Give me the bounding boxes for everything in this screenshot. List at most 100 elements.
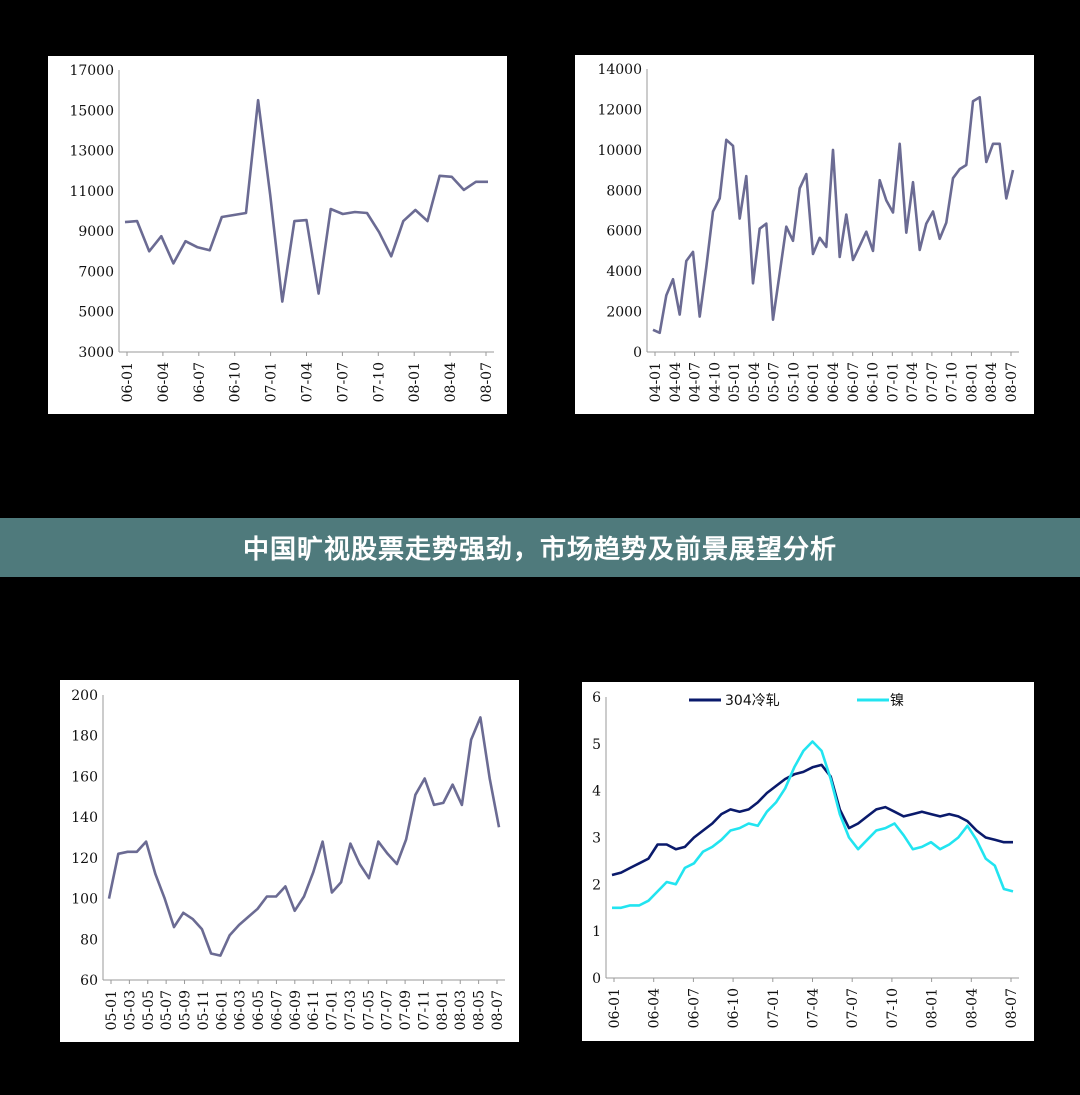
y-tick-label: 14000 <box>597 62 642 78</box>
y-tick-label: 6 <box>592 690 601 706</box>
y-tick-label: 15000 <box>69 103 114 119</box>
x-tick-label: 07-05 <box>361 990 377 1030</box>
y-tick-label: 5 <box>592 737 601 753</box>
x-tick-label: 06-04 <box>647 988 663 1028</box>
x-tick-label: 07-04 <box>300 362 316 402</box>
x-tick-label: 08-04 <box>984 362 1000 402</box>
x-tick-label: 07-07 <box>380 990 396 1030</box>
chart-panel-3: 200 180 160 140 120 100 80 60 05-01 05-03 05-05 05-… <box>60 680 519 1042</box>
x-tick-label: 05-03 <box>122 990 138 1030</box>
x-tick-label: 07-03 <box>343 990 359 1030</box>
y-tick-label: 160 <box>71 769 98 785</box>
y-tick-label: 0 <box>592 971 601 987</box>
y-tick-label: 3 <box>592 831 601 847</box>
y-tick-label: 17000 <box>69 63 114 79</box>
x-tick-label: 06-01 <box>806 362 822 402</box>
x-tick-label: 07-01 <box>766 988 782 1028</box>
x-tick-label: 08-05 <box>472 990 488 1030</box>
title-banner: 中国旷视股票走势强劲，市场趋势及前景展望分析 <box>0 518 1080 577</box>
x-tick-label: 07-07 <box>925 362 941 402</box>
line-chart-3: 200 180 160 140 120 100 80 60 05-01 05-03 05-05 05-… <box>71 688 506 1030</box>
x-tick-label: 07-07 <box>845 988 861 1028</box>
x-tick-label: 07-10 <box>885 988 901 1028</box>
x-tick-label: 05-01 <box>727 362 743 402</box>
x-tick-label: 05-07 <box>767 362 783 402</box>
x-tick-label: 06-07 <box>269 990 285 1030</box>
y-tick-label: 4 <box>592 784 601 800</box>
x-tick-label: 05-05 <box>141 990 157 1030</box>
x-tick-label: 04-10 <box>707 362 723 402</box>
x-tick-label: 08-01 <box>407 362 423 402</box>
y-tick-label: 12000 <box>597 102 642 118</box>
series-line <box>652 95 1015 335</box>
y-tick-label: 5000 <box>78 305 114 321</box>
x-tick-label: 05-04 <box>747 362 763 402</box>
y-tick-label: 13000 <box>69 144 114 160</box>
x-tick-label: 08-03 <box>453 990 469 1030</box>
y-tick-label: 8000 <box>606 183 642 199</box>
x-tick-label: 06-10 <box>866 362 882 402</box>
y-tick-label: 7000 <box>78 264 114 280</box>
x-tick-label: 08-07 <box>479 362 495 402</box>
x-tick-label: 04-04 <box>668 362 684 402</box>
series-line <box>124 98 488 303</box>
y-tick-label: 6000 <box>606 224 642 240</box>
x-tick-label: 07-01 <box>264 362 280 402</box>
y-tick-label: 4000 <box>606 264 642 280</box>
x-tick-label: 06-04 <box>156 362 172 402</box>
x-tick-label: 07-10 <box>945 362 961 402</box>
y-tick-label: 2 <box>592 877 601 893</box>
x-tick-label: 07-07 <box>335 362 351 402</box>
series-line <box>611 763 1013 877</box>
y-tick-label: 200 <box>71 688 98 704</box>
x-tick-label: 07-10 <box>371 362 387 402</box>
x-tick-label: 06-01 <box>214 990 230 1030</box>
y-tick-label: 60 <box>80 973 98 989</box>
chart-panel-1: 17000 15000 13000 11000 9000 7000 5000 3000 06-0… <box>48 56 507 414</box>
x-tick-label: 08-04 <box>443 362 459 402</box>
chart-panel-2: 14000 12000 10000 8000 6000 4000 2000 0 04-01 04-… <box>575 55 1034 414</box>
x-tick-label: 06-05 <box>251 990 267 1030</box>
x-tick-label: 08-01 <box>435 990 451 1030</box>
line-chart-1: 17000 15000 13000 11000 9000 7000 5000 3000 06-0… <box>69 63 495 402</box>
legend-label: 304冷轧 <box>725 693 780 709</box>
series-line <box>107 716 501 957</box>
x-tick-label: 08-04 <box>964 988 980 1028</box>
y-tick-label: 11000 <box>69 184 114 200</box>
x-tick-label: 07-09 <box>398 990 414 1030</box>
x-tick-label: 06-03 <box>233 990 249 1030</box>
y-tick-label: 0 <box>633 345 642 361</box>
y-tick-label: 10000 <box>597 143 642 159</box>
y-tick-label: 140 <box>71 810 98 826</box>
x-tick-label: 05-01 <box>104 990 120 1030</box>
x-tick-label: 06-01 <box>120 362 136 402</box>
x-tick-label: 06-10 <box>228 362 244 402</box>
x-tick-label: 06-01 <box>607 988 623 1028</box>
x-tick-label: 07-01 <box>885 362 901 402</box>
x-tick-label: 06-04 <box>826 362 842 402</box>
y-tick-label: 1 <box>592 924 601 940</box>
y-tick-label: 180 <box>71 729 98 745</box>
x-tick-label: 07-11 <box>416 990 432 1030</box>
x-tick-label: 06-11 <box>306 990 322 1030</box>
x-tick-label: 05-09 <box>178 990 194 1030</box>
x-tick-label: 07-01 <box>325 990 341 1030</box>
x-tick-label: 08-07 <box>490 990 506 1030</box>
x-tick-label: 04-01 <box>648 362 664 402</box>
y-tick-label: 2000 <box>606 305 642 321</box>
x-tick-label: 05-10 <box>786 362 802 402</box>
line-chart-4: 6 5 4 3 2 1 0 06-01 06-04 06-07 06-10 07-01 07-04 07-… <box>592 690 1020 1028</box>
y-tick-label: 3000 <box>78 345 114 361</box>
y-tick-label: 9000 <box>78 224 114 240</box>
chart-panel-4: 6 5 4 3 2 1 0 06-01 06-04 06-07 06-10 07-01 07-04 07-… <box>582 682 1034 1041</box>
x-tick-label: 06-07 <box>686 988 702 1028</box>
y-tick-label: 80 <box>80 932 98 948</box>
x-tick-label: 08-07 <box>1004 362 1020 402</box>
x-tick-label: 06-09 <box>288 990 304 1030</box>
y-tick-label: 120 <box>71 851 98 867</box>
x-tick-label: 06-07 <box>846 362 862 402</box>
x-tick-label: 06-10 <box>726 988 742 1028</box>
x-tick-label: 04-07 <box>688 362 704 402</box>
y-tick-label: 100 <box>71 892 98 908</box>
